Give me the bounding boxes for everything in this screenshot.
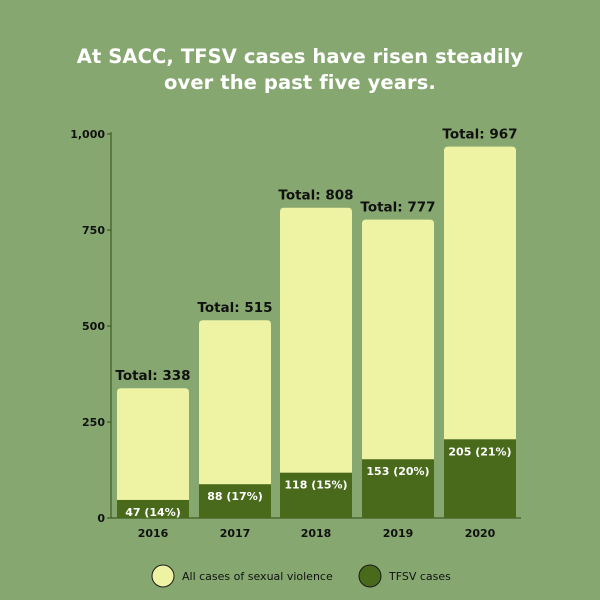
legend-swatch-total (151, 564, 175, 588)
x-tick-label-2018: 2018 (301, 527, 332, 540)
total-label-2020: Total: 967 (442, 127, 517, 143)
bar-total-2018 (280, 207, 352, 518)
total-label-2017: Total: 515 (197, 300, 272, 316)
legend: All cases of sexual violence TFSV cases (151, 564, 451, 588)
total-label-2016: Total: 338 (115, 368, 190, 384)
tfsv-label-2018: 118 (15%) (284, 479, 347, 492)
x-tick-label-2019: 2019 (383, 527, 414, 540)
bar-tfsv-2019 (362, 459, 434, 518)
legend-swatch-tfsv (358, 564, 382, 588)
bar-tfsv-2018 (280, 472, 352, 518)
total-label-2018: Total: 808 (278, 188, 353, 204)
bar-tfsv-2020 (444, 439, 516, 518)
bar-total-2016 (117, 388, 189, 518)
x-tick-label-2016: 2016 (138, 527, 169, 540)
labels-layer: Total: 338 47 (14%) 2016 Total: 515 88 (17%)… (115, 127, 517, 540)
y-tick-label: 500 (82, 320, 105, 333)
tfsv-label-2019: 153 (20%) (366, 465, 429, 478)
chart-title-line-1: At SACC, TFSV cases have risen steadily (76, 45, 524, 68)
bar-total-2020 (444, 146, 516, 518)
x-tick-label-2017: 2017 (220, 527, 251, 540)
tfsv-label-2020: 205 (21%) (448, 445, 511, 458)
total-label-2019: Total: 777 (360, 200, 435, 216)
tfsv-label-2016: 47 (14%) (125, 506, 181, 519)
y-tick-label: 250 (82, 416, 105, 429)
y-tick-label: 750 (82, 224, 105, 237)
bar-total-2019 (362, 219, 434, 518)
chart-title-line-2: over the past five years. (164, 71, 436, 94)
legend-label-total: All cases of sexual violence (182, 570, 333, 583)
bar-tfsv-2016 (117, 499, 189, 518)
bars-layer (117, 146, 516, 518)
y-tick-label: 1,000 (70, 128, 105, 141)
x-tick-label-2020: 2020 (465, 527, 496, 540)
legend-label-tfsv: TFSV cases (388, 570, 451, 583)
bar-tfsv-2017 (199, 484, 271, 518)
y-tick-label: 0 (97, 512, 105, 525)
bar-total-2017 (199, 320, 271, 518)
tfsv-label-2017: 88 (17%) (207, 490, 263, 503)
